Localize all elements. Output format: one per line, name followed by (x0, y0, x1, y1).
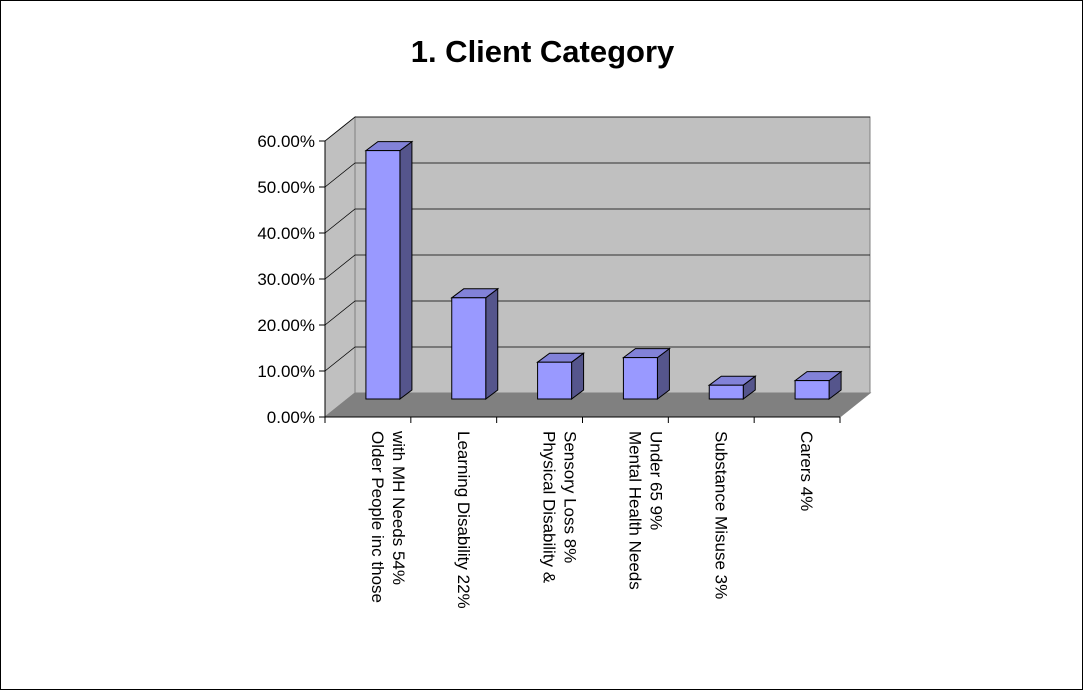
x-tick-label-line: Substance Misuse 3% (711, 431, 730, 599)
y-tick-label: 40.00% (257, 224, 315, 243)
y-tick-label: 10.00% (257, 362, 315, 381)
gridline (324, 346, 870, 372)
gridline (324, 116, 870, 142)
bar-side (485, 287, 499, 400)
bar (622, 357, 658, 400)
x-tick-label: Substance Misuse 3% (711, 431, 730, 599)
gridline (324, 162, 870, 188)
y-tick-label: 0.00% (267, 408, 315, 427)
bar (365, 150, 401, 400)
y-tick-label: 60.00% (257, 132, 315, 151)
bar (451, 297, 487, 400)
y-tick-label: 20.00% (257, 316, 315, 335)
x-tick-label-line: Learning Disability 22% (454, 431, 473, 609)
x-tick-label-line: Sensory Loss 8% (561, 431, 580, 563)
x-tick-label: Carers 4% (797, 431, 816, 511)
floor (323, 392, 872, 418)
gridline (324, 208, 870, 234)
x-tick-label-line: Physical Disability & (540, 431, 559, 584)
bar (708, 384, 744, 400)
y-tick-label: 50.00% (257, 178, 315, 197)
x-tick-label-line: Mental Health Needs (625, 431, 644, 590)
x-tick-label-line: Carers 4% (797, 431, 816, 511)
bar (537, 361, 573, 400)
bar-side (399, 140, 413, 400)
x-tick-label-line: with MH Needs 54% (389, 430, 408, 585)
x-tick-label: Learning Disability 22% (454, 431, 473, 609)
bar (794, 380, 830, 400)
x-tick-label: Mental Health Needs Under 65 9% (625, 431, 665, 590)
x-tick-label-line: Older People inc those (368, 431, 387, 603)
gridline (324, 300, 870, 326)
y-tick-label: 30.00% (257, 270, 315, 289)
gridline (324, 254, 870, 280)
x-tick-label-line: Under 65 9% (646, 431, 665, 530)
chart-title: 1. Client Category (410, 34, 675, 69)
x-tick-label: Physical Disability & Sensory Loss 8% (540, 431, 580, 584)
x-tick-label: Older People inc those with MH Needs 54% (368, 430, 408, 603)
